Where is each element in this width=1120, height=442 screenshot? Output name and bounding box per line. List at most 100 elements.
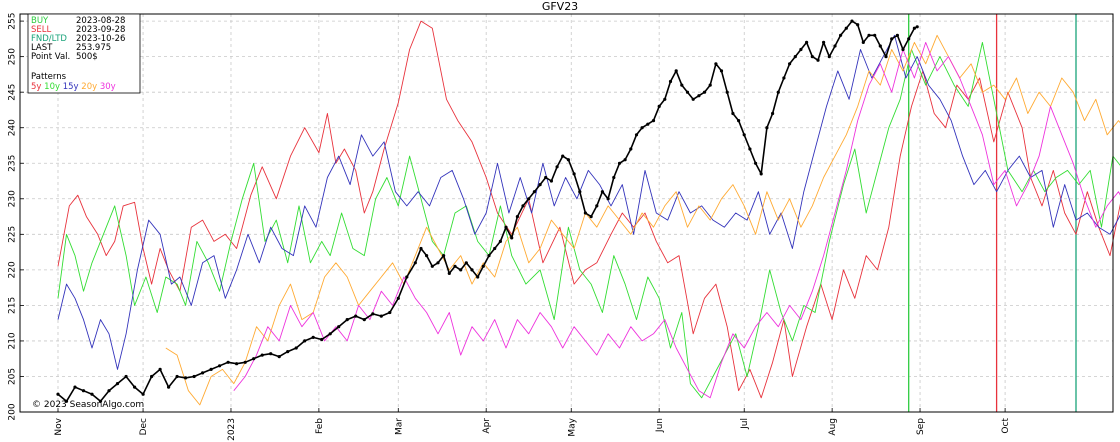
data-point <box>498 239 502 243</box>
data-point <box>527 197 531 201</box>
data-point <box>141 392 145 396</box>
data-point <box>668 79 673 84</box>
pattern-label: 5y <box>31 82 41 92</box>
data-point <box>867 33 871 37</box>
x-axis: Nov Dec 2023 Feb Mar Apr May Jun Jul Aug Sep Oct <box>54 408 1011 441</box>
x-tick-label: 2023 <box>227 418 237 441</box>
data-point <box>459 268 463 272</box>
data-point <box>252 357 256 361</box>
data-point <box>320 337 324 342</box>
y-tick-label: 205 <box>8 368 18 385</box>
x-tick-label: Apr <box>482 418 492 434</box>
data-point <box>827 55 831 59</box>
data-point <box>799 47 803 52</box>
data-point <box>158 367 162 371</box>
data-point <box>269 352 273 356</box>
data-point <box>549 179 554 183</box>
data-point <box>793 55 797 59</box>
data-point <box>56 392 60 396</box>
x-tick-label: Feb <box>315 418 325 434</box>
data-point <box>884 55 888 59</box>
legend-info-label: SELL <box>31 25 52 35</box>
data-point <box>64 399 69 403</box>
data-point <box>260 353 264 357</box>
data-point <box>396 296 400 300</box>
legend-info-label: Point Val. <box>31 52 70 62</box>
data-point <box>555 165 559 169</box>
data-point <box>873 33 877 37</box>
plot-frame <box>19 13 1114 413</box>
data-point <box>107 389 111 393</box>
data-point <box>286 350 290 354</box>
data-point <box>487 254 491 258</box>
data-point <box>714 62 718 66</box>
y-tick-label: 200 <box>8 403 18 420</box>
data-point <box>493 246 497 251</box>
data-point <box>413 261 417 265</box>
y-tick-label: 250 <box>8 48 18 65</box>
series-line-pattern <box>233 41 1120 399</box>
data-point <box>731 111 735 116</box>
data-point <box>311 335 315 339</box>
data-point <box>532 190 537 194</box>
data-point <box>544 175 548 180</box>
data-point <box>419 246 423 251</box>
data-point <box>184 376 188 380</box>
legend-info-label: BUY <box>31 16 49 26</box>
data-point <box>895 33 900 37</box>
x-tick-label: Aug <box>828 418 838 436</box>
data-point <box>235 362 239 366</box>
y-axis: 200 205 210 215 220 225 230 235 240 245 250 255 <box>8 13 24 421</box>
data-point <box>861 40 865 45</box>
data-point <box>371 312 375 316</box>
y-tick-label: 245 <box>8 84 18 101</box>
data-point <box>634 133 639 137</box>
data-point <box>878 44 882 48</box>
data-point <box>442 254 446 258</box>
x-tick-label: Nov <box>54 417 64 435</box>
data-point <box>617 161 622 165</box>
data-point <box>470 268 474 272</box>
data-point <box>839 33 843 37</box>
data-point <box>856 23 860 27</box>
data-point <box>748 147 752 151</box>
data-point <box>277 355 281 359</box>
data-point <box>606 197 610 201</box>
series-line-pattern <box>165 34 1120 406</box>
data-point <box>759 172 763 176</box>
legend-box: BUY 2023-08-28 SELL 2023-09-28 FND/LTD 2023-1… <box>27 13 141 94</box>
data-point <box>776 90 780 94</box>
data-point <box>328 332 332 336</box>
data-point <box>765 126 769 130</box>
data-point <box>915 25 919 29</box>
data-point <box>201 371 205 375</box>
y-tick-label: 215 <box>8 297 18 314</box>
data-point <box>504 225 508 229</box>
legend-info-value: 2023-08-28 <box>76 16 125 26</box>
data-point <box>354 314 358 318</box>
data-point <box>566 158 571 162</box>
data-point <box>742 133 746 137</box>
data-point <box>388 310 392 315</box>
data-point <box>73 385 77 389</box>
pattern-label: 20y <box>79 82 98 92</box>
data-point <box>81 389 86 393</box>
legend-info-value: 253.975 <box>76 43 111 53</box>
x-tick-label: Oct <box>1001 418 1011 434</box>
data-point <box>379 314 383 318</box>
data-point <box>697 94 701 98</box>
data-point <box>115 382 120 386</box>
data-point <box>754 161 758 165</box>
data-point <box>850 19 854 23</box>
y-tick-label: 240 <box>8 119 18 136</box>
data-point <box>481 264 485 268</box>
data-point <box>345 318 349 322</box>
data-point <box>623 158 627 162</box>
data-point <box>124 374 128 379</box>
data-point <box>218 364 222 368</box>
data-point <box>192 374 196 379</box>
data-point <box>844 26 848 30</box>
legend-info-value: 2023-09-28 <box>76 25 125 35</box>
data-point <box>447 271 451 275</box>
pattern-label: 10y <box>41 82 60 92</box>
